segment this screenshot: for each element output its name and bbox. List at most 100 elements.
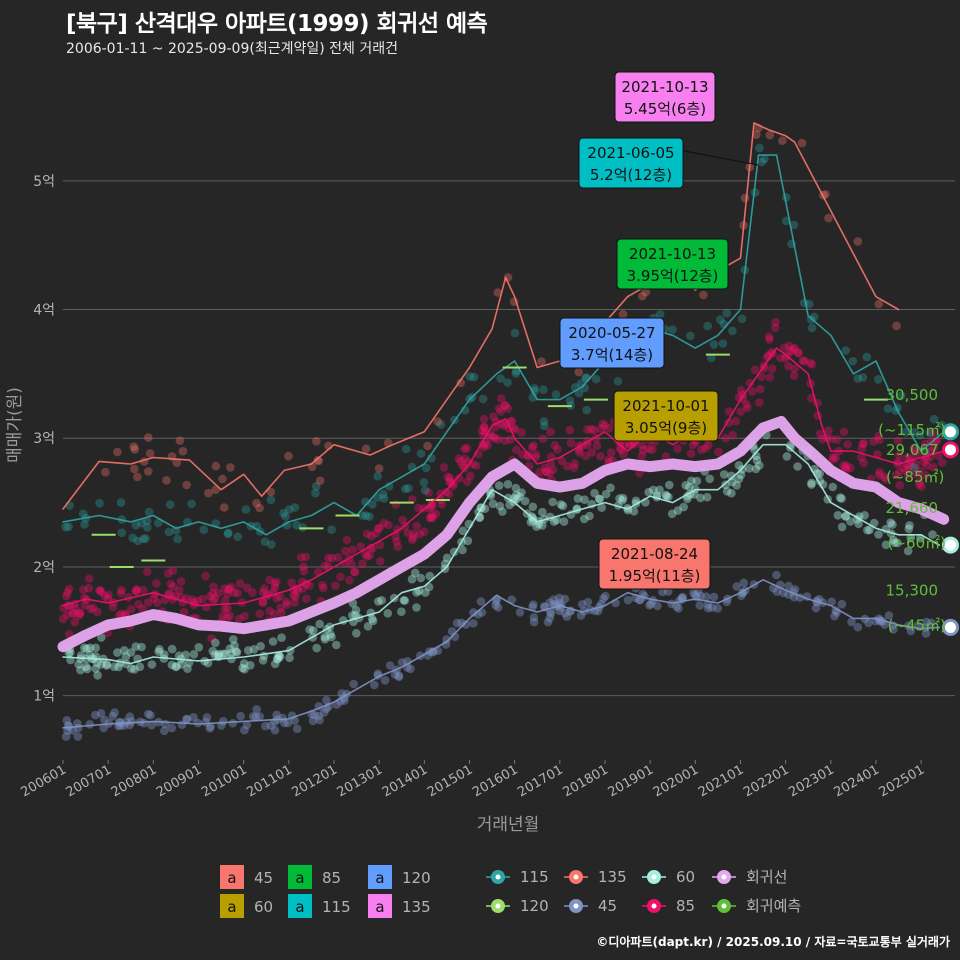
transaction-point <box>178 446 188 456</box>
transaction-point <box>219 649 228 659</box>
transaction-point <box>120 646 129 655</box>
transaction-point <box>479 442 489 452</box>
transaction-point <box>528 443 537 452</box>
legend-point-item: 60 <box>642 868 695 886</box>
callout: 2021-06-05 5.2억(12층) <box>578 137 684 189</box>
transaction-point <box>182 480 191 490</box>
transaction-point <box>130 665 139 674</box>
transaction-point <box>238 663 247 673</box>
transaction-point <box>97 660 106 669</box>
transaction-point <box>515 608 525 617</box>
x-tick-label: 200901 <box>154 762 204 800</box>
transaction-point <box>424 488 434 497</box>
transaction-point <box>815 469 824 479</box>
transaction-point <box>782 452 792 461</box>
transaction-point <box>312 643 322 653</box>
transaction-point <box>167 723 177 733</box>
transaction-point <box>290 598 299 607</box>
transaction-point <box>539 385 548 395</box>
transaction-point <box>750 188 760 197</box>
transaction-point <box>771 317 780 327</box>
transaction-point <box>240 664 249 674</box>
transaction-point <box>748 387 757 396</box>
transaction-point <box>345 575 354 585</box>
transaction-point <box>282 597 291 606</box>
transaction-point <box>199 525 209 534</box>
x-tick-label: 201601 <box>470 762 520 800</box>
transaction-point <box>843 440 852 449</box>
price-callouts: 2021-10-135.45억(6층)2021-06-055.2억(12층)20… <box>559 71 759 590</box>
transaction-point <box>349 679 359 689</box>
transaction-point <box>313 456 322 465</box>
transaction-point <box>173 534 182 544</box>
transaction-point <box>374 597 383 606</box>
transaction-point <box>788 345 798 354</box>
transaction-point <box>341 546 350 556</box>
transaction-point <box>96 709 106 718</box>
transaction-point <box>92 658 102 668</box>
transaction-point <box>589 426 599 435</box>
transaction-point <box>231 647 241 656</box>
transaction-point <box>594 494 604 504</box>
legend-swatch <box>220 894 244 918</box>
transaction-point <box>394 672 404 682</box>
transaction-point <box>601 591 610 601</box>
transaction-point <box>236 711 245 721</box>
transaction-point <box>437 500 447 509</box>
legend-label: 115 <box>520 868 549 886</box>
transaction-point <box>672 602 681 611</box>
transaction-point <box>130 445 140 454</box>
transaction-point <box>205 592 215 601</box>
prediction-marker <box>941 423 959 441</box>
transaction-point <box>91 664 100 673</box>
transaction-point <box>436 420 446 429</box>
transaction-point <box>865 525 874 535</box>
transaction-point <box>702 592 711 601</box>
transaction-point <box>707 353 716 363</box>
transaction-point <box>873 450 882 459</box>
callout-date: 2021-08-24 <box>611 545 698 563</box>
transaction-point <box>228 718 238 728</box>
transaction-point <box>227 654 236 664</box>
legend-label-box-item: a 45 <box>220 865 273 889</box>
transaction-point <box>255 712 264 721</box>
transaction-point <box>739 578 749 588</box>
transaction-point <box>93 607 102 617</box>
transaction-point <box>108 711 117 721</box>
x-tick-label: 202101 <box>696 762 746 800</box>
transaction-point <box>583 425 592 434</box>
callout-date: 2021-10-01 <box>622 397 709 415</box>
transaction-point <box>911 469 921 478</box>
transaction-point <box>454 474 464 483</box>
transaction-point <box>785 341 794 351</box>
transaction-point <box>414 503 423 513</box>
transaction-point <box>68 609 78 618</box>
series-line-135 <box>62 122 900 510</box>
transaction-point <box>201 571 210 581</box>
transaction-point <box>260 537 270 546</box>
transaction-point <box>408 495 417 504</box>
transaction-point <box>797 138 807 148</box>
transaction-point <box>668 325 677 334</box>
transaction-point <box>176 577 186 586</box>
transaction-point <box>331 581 340 590</box>
transaction-point <box>154 518 163 528</box>
transaction-point <box>63 610 72 620</box>
transaction-point <box>709 592 719 602</box>
transaction-point <box>68 726 77 735</box>
transaction-point <box>644 487 653 497</box>
transaction-point <box>696 493 705 503</box>
transaction-point <box>722 308 731 318</box>
transaction-point <box>604 423 614 433</box>
transaction-point <box>606 448 616 457</box>
transaction-point <box>574 388 584 398</box>
transaction-point <box>79 585 88 594</box>
transaction-point <box>143 523 152 532</box>
transaction-point <box>258 597 268 607</box>
transaction-point <box>144 467 153 476</box>
transaction-point <box>540 463 550 473</box>
transaction-point <box>697 445 706 455</box>
transaction-point <box>517 488 526 497</box>
transaction-point <box>585 511 594 521</box>
transaction-point <box>91 710 100 720</box>
